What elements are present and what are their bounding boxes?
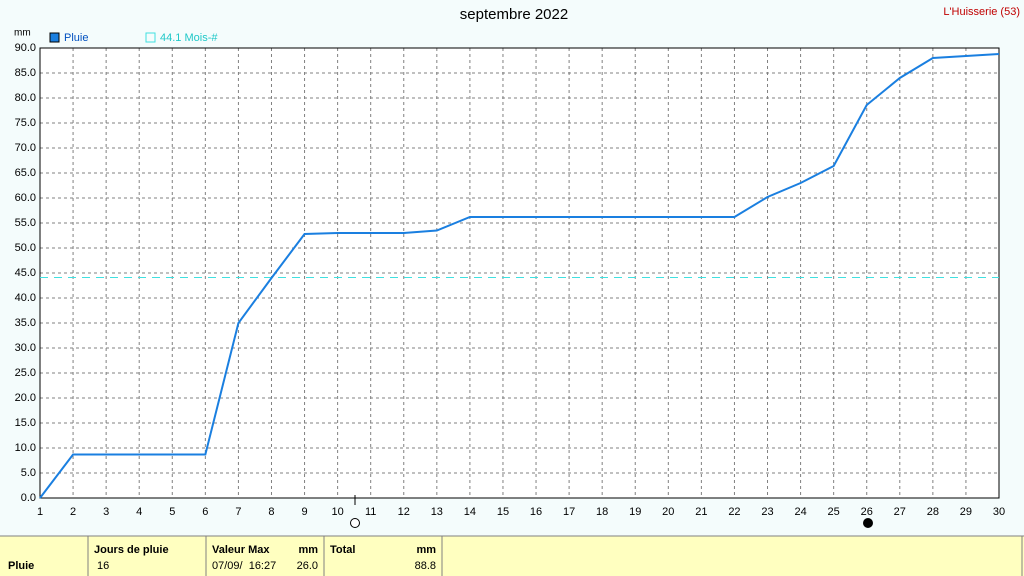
- x-tick-label: 22: [728, 506, 740, 518]
- x-tick-label: 27: [894, 506, 906, 518]
- x-tick-label: 10: [331, 506, 343, 518]
- x-tick-label: 17: [563, 506, 575, 518]
- x-tick-label: 26: [861, 506, 873, 518]
- y-tick-label: 70.0: [15, 142, 36, 154]
- x-tick-label: 6: [202, 506, 208, 518]
- x-tick-label: 29: [960, 506, 972, 518]
- y-tick-label: 55.0: [15, 217, 36, 229]
- legend-label: Pluie: [64, 32, 88, 44]
- x-tick-label: 18: [596, 506, 608, 518]
- table-background: [0, 536, 1024, 576]
- y-tick-label: 90.0: [15, 42, 36, 54]
- x-tick-label: 3: [103, 506, 109, 518]
- new-moon-icon: [863, 518, 873, 528]
- y-tick-label: 85.0: [15, 67, 36, 79]
- y-tick-label: 30.0: [15, 342, 36, 354]
- x-tick-label: 7: [235, 506, 241, 518]
- legend-label: 44.1 Mois-#: [160, 32, 218, 44]
- x-tick-label: 25: [828, 506, 840, 518]
- x-tick-label: 11: [365, 506, 376, 518]
- y-tick-label: 20.0: [15, 392, 36, 404]
- chart-title: septembre 2022: [460, 6, 568, 23]
- x-tick-label: 2: [70, 506, 76, 518]
- column-header: Valeur Max: [212, 544, 270, 556]
- table-cell: 26.0: [297, 560, 318, 572]
- x-tick-label: 30: [993, 506, 1005, 518]
- column-unit: mm: [416, 544, 436, 556]
- x-tick-label: 12: [398, 506, 410, 518]
- plot-area: [39, 47, 1000, 499]
- table-cell: 16: [97, 560, 109, 572]
- x-tick-label: 21: [695, 506, 707, 518]
- y-tick-label: 75.0: [15, 117, 36, 129]
- column-header: Total: [330, 544, 355, 556]
- y-tick-label: 5.0: [21, 467, 36, 479]
- y-tick-label: 0.0: [21, 492, 36, 504]
- column-header: Jours de pluie: [94, 544, 169, 556]
- summary-table: Pluie Jours de pluie Valeur Max mm Total…: [0, 535, 1024, 576]
- y-unit: mm: [14, 28, 31, 39]
- y-tick-label: 15.0: [15, 417, 36, 429]
- x-tick-label: 16: [530, 506, 542, 518]
- table-cell: 88.8: [415, 560, 436, 572]
- y-tick-label: 25.0: [15, 367, 36, 379]
- y-tick-label: 10.0: [15, 442, 36, 454]
- x-tick-label: 24: [794, 506, 806, 518]
- x-tick-label: 15: [497, 506, 509, 518]
- y-tick-label: 45.0: [15, 267, 36, 279]
- row-label: Pluie: [8, 560, 34, 572]
- station: L'Huisserie (53): [943, 6, 1020, 18]
- plot-frame: [39, 47, 1000, 499]
- table-cell: 07/09/ 16:27: [212, 560, 276, 572]
- y-tick-label: 65.0: [15, 167, 36, 179]
- x-tick-label: 19: [629, 506, 641, 518]
- legend-swatch: [145, 32, 156, 43]
- x-tick-label: 9: [301, 506, 307, 518]
- x-tick-label: 5: [169, 506, 175, 518]
- legend-swatch: [49, 32, 60, 43]
- x-tick-label: 14: [464, 506, 476, 518]
- x-tick-label: 28: [927, 506, 939, 518]
- x-tick-label: 4: [136, 506, 142, 518]
- x-tick-label: 20: [662, 506, 674, 518]
- x-tick-label: 23: [761, 506, 773, 518]
- x-tick-label: 8: [268, 506, 274, 518]
- data-line: [39, 53, 1000, 499]
- x-tick-label: 13: [431, 506, 443, 518]
- x-tick-label: 1: [37, 506, 43, 518]
- y-tick-label: 40.0: [15, 292, 36, 304]
- y-tick-label: 80.0: [15, 92, 36, 104]
- full-moon-icon: [350, 518, 360, 528]
- y-tick-label: 35.0: [15, 317, 36, 329]
- y-tick-label: 60.0: [15, 192, 36, 204]
- y-tick-label: 50.0: [15, 242, 36, 254]
- column-unit: mm: [298, 544, 318, 556]
